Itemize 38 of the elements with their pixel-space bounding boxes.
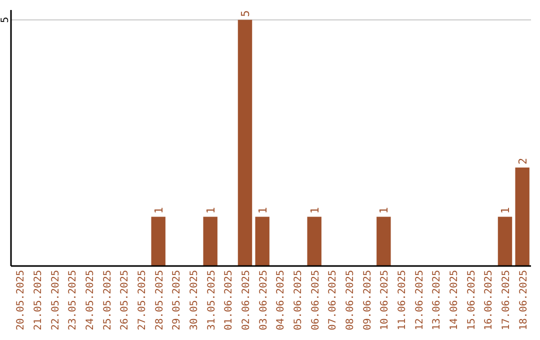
x-tick-label: 15.06.2025: [466, 270, 478, 330]
x-tick-label: 13.06.2025: [432, 270, 443, 330]
x-tick-label: 20.05.2025: [16, 270, 27, 330]
data-label: 1: [256, 207, 270, 214]
x-tick-label: 09.06.2025: [362, 270, 374, 330]
x-tick-label: 28.05.2025: [154, 270, 166, 330]
x-tick-label: 04.06.2025: [276, 270, 287, 330]
x-tick-label: 18.06.2025: [518, 270, 530, 330]
data-label: 1: [204, 207, 218, 214]
x-tick-label: 10.06.2025: [380, 270, 391, 330]
x-tick-label: 22.05.2025: [50, 270, 62, 330]
x-tick-label: 12.06.2025: [414, 270, 426, 330]
x-tick-label: 16.06.2025: [484, 270, 495, 330]
data-label: 1: [308, 207, 322, 214]
data-label: 1: [378, 207, 391, 214]
x-tick-label: 05.06.2025: [293, 270, 304, 330]
x-tick-label: 26.05.2025: [120, 270, 131, 330]
x-tick-label: 14.06.2025: [449, 270, 460, 330]
x-tick-label: 17.06.2025: [501, 270, 512, 330]
x-tick-label: 24.05.2025: [85, 270, 96, 330]
x-tick-label: 01.06.2025: [224, 270, 235, 330]
x-tick-label: 31.05.2025: [206, 270, 218, 330]
x-tick-label: 06.06.2025: [310, 270, 322, 330]
x-tick-label: 29.05.2025: [172, 270, 183, 330]
data-label: 2: [516, 158, 530, 165]
data-label: 5: [239, 10, 252, 17]
data-label: 1: [152, 207, 166, 214]
data-label: 1: [499, 207, 512, 214]
x-tick-label: 02.06.2025: [241, 270, 252, 330]
x-tick-label: 23.05.2025: [68, 270, 79, 330]
x-tick-label: 27.05.2025: [137, 270, 148, 330]
x-tick-label: 30.05.2025: [189, 270, 200, 330]
x-tick-label: 11.06.2025: [397, 270, 408, 330]
x-tick-label: 03.06.2025: [258, 270, 270, 330]
x-tick-label: 08.06.2025: [345, 270, 356, 330]
x-tick-label: 07.06.2025: [328, 270, 339, 330]
x-tick-label: 25.05.2025: [102, 270, 114, 330]
x-tick-label: 21.05.2025: [33, 270, 44, 330]
